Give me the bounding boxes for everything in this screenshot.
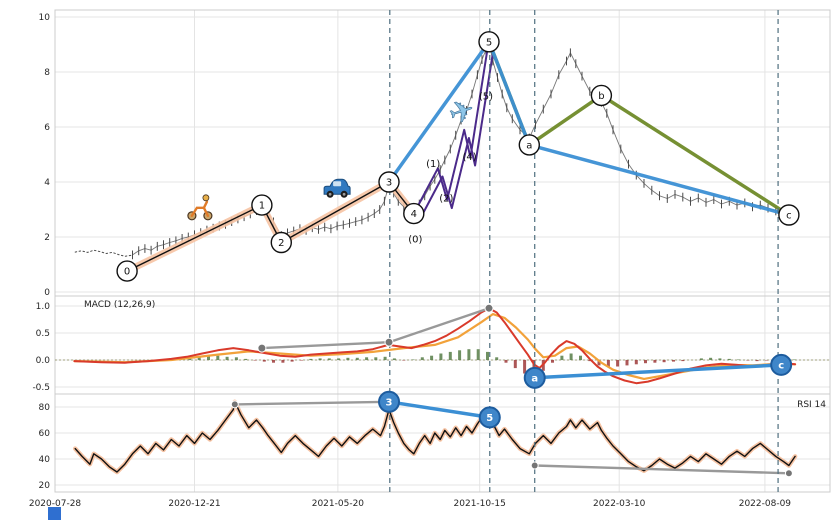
y-tick-label: -0.5 [32, 383, 50, 393]
subwave-label: (4) [463, 152, 477, 163]
y-tick-label: 10 [39, 13, 51, 23]
y-tick-label: 80 [39, 403, 51, 413]
svg-text:c: c [786, 211, 792, 222]
wave-marker-1: 1 [251, 194, 273, 216]
svg-text:a: a [526, 140, 532, 151]
svg-text:4: 4 [411, 209, 417, 220]
svg-text:a: a [531, 373, 538, 384]
macd-blue-marker-a: a [523, 366, 546, 389]
wave-marker-b: b [590, 84, 613, 107]
svg-text:5: 5 [486, 413, 493, 424]
wave-marker-a: a [518, 134, 540, 156]
rsi-gray-line [533, 464, 791, 475]
x-tick-label: 2022-08-09 [739, 499, 792, 509]
macd-gray-dot [384, 337, 394, 347]
wave-marker-5: 5 [478, 31, 500, 53]
rsi-blue-marker-5: 5 [478, 406, 501, 429]
y-tick-label: 8 [44, 68, 50, 78]
svg-text:c: c [778, 360, 784, 371]
y-tick-label: 0.0 [36, 356, 51, 366]
bottom-left-blue-fragment [48, 507, 61, 520]
svg-text:1: 1 [259, 201, 265, 212]
rsi-blue-marker-3: 3 [378, 390, 401, 413]
rsi-gray-dot [230, 400, 239, 409]
rsi-label: RSI 14 [797, 400, 826, 410]
macd-gray-connector [260, 307, 491, 350]
rsi-blue-line [387, 400, 492, 420]
x-tick-label: 2022-03-10 [593, 499, 646, 509]
y-tick-label: 2 [44, 233, 50, 243]
y-tick-label: 0 [44, 288, 50, 298]
subwave-purple-line [417, 51, 494, 223]
y-tick-label: 0.5 [36, 329, 50, 339]
scooter-icon [187, 194, 213, 221]
y-tick-label: 20 [39, 481, 51, 491]
macd-blue-marker-c: c [770, 353, 793, 376]
y-tick-label: 6 [44, 123, 50, 133]
wave-marker-4: 4 [403, 202, 425, 225]
subwave-label: (0) [408, 235, 422, 246]
price-series-dotted [74, 249, 132, 257]
macd-blue-line [532, 363, 783, 380]
rsi-gray-line [233, 400, 391, 406]
y-tick-label: 40 [39, 455, 51, 465]
wave-blue-line [487, 40, 532, 147]
wave-marker-0: 0 [116, 260, 138, 282]
wave-marker-c: c [778, 204, 800, 226]
svg-text:2: 2 [278, 238, 284, 249]
macd-gray-dot [257, 343, 267, 353]
x-tick-label: 2021-05-20 [312, 499, 365, 509]
y-tick-label: 60 [39, 429, 51, 439]
y-tick-label: 4 [44, 178, 50, 188]
macd-title: MACD (12,26,9) [84, 300, 156, 310]
wave-marker-2: 2 [270, 231, 292, 254]
svg-text:0: 0 [124, 267, 130, 278]
wave-channel-halo [123, 178, 418, 275]
wave-blue-line [387, 40, 491, 184]
macd-histogram [169, 349, 796, 377]
rsi-gray-dot [784, 469, 793, 478]
svg-text:3: 3 [386, 397, 393, 408]
svg-text:b: b [598, 91, 604, 102]
subwave-purple-line [412, 43, 490, 215]
car-icon [323, 178, 351, 198]
wave-blue-line [527, 143, 791, 217]
panel-border [54, 295, 831, 395]
x-tick-label: 2021-10-15 [454, 499, 506, 509]
macd-line [73, 307, 797, 385]
subwave-label: (1) [426, 159, 440, 170]
rsi-line [74, 401, 796, 473]
price-series-bars [132, 37, 796, 260]
wave-marker-3: 3 [378, 171, 400, 193]
macd-gray-dot [484, 303, 494, 313]
x-tick-label: 2020-12-21 [168, 499, 220, 509]
subwave-label: (5) [479, 92, 493, 103]
x-tick-label: 2020-07-28 [29, 499, 82, 509]
rsi-halo [72, 399, 798, 475]
y-tick-label: 1.0 [36, 302, 51, 312]
subwave-label: (2) [439, 193, 453, 204]
panel-border [54, 393, 831, 493]
svg-text:5: 5 [486, 37, 492, 48]
rsi-gray-dot [530, 461, 539, 470]
svg-text:3: 3 [386, 178, 392, 189]
